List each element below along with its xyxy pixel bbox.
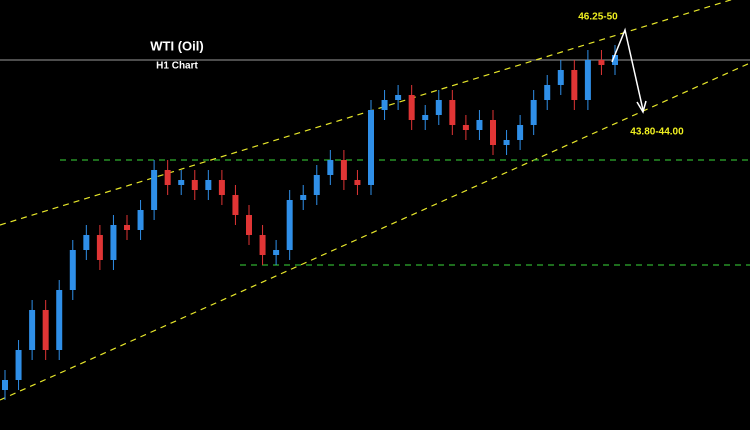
candle-body	[137, 210, 144, 230]
candle-body	[598, 60, 605, 65]
candle-body	[110, 225, 117, 260]
candle-body	[571, 70, 578, 100]
candle-body	[232, 195, 239, 215]
candle-body	[313, 175, 320, 195]
candle-body	[368, 110, 374, 185]
channel-bottom	[0, 62, 750, 401]
candle-body	[408, 95, 415, 120]
chart-subtitle: H1 Chart	[156, 61, 198, 72]
annotation: 43.80-44.00	[630, 127, 684, 138]
candle-body	[29, 310, 36, 350]
candle-body	[83, 235, 90, 250]
candle-body	[449, 100, 456, 125]
candle-body	[422, 115, 429, 120]
candle-body	[218, 180, 225, 195]
candle-body	[96, 235, 103, 260]
candle-body	[530, 100, 537, 125]
candle-body	[490, 120, 496, 145]
candle-body	[544, 85, 551, 100]
candle-body	[340, 160, 347, 180]
candle-body	[557, 70, 564, 85]
candle-body	[56, 290, 63, 350]
candles	[2, 45, 618, 400]
candle-body	[286, 200, 293, 250]
candle-body	[246, 215, 252, 235]
candle-body	[354, 180, 361, 185]
candle-body	[381, 100, 388, 110]
candle-body	[300, 195, 307, 200]
candle-body	[15, 350, 22, 380]
candle-body	[178, 180, 185, 185]
arrow-head	[636, 100, 647, 114]
candle-body	[42, 310, 49, 350]
chart-title: WTI (Oil)	[150, 38, 203, 53]
candle-body	[435, 100, 442, 115]
candle-body	[69, 250, 76, 290]
candle-body	[191, 180, 198, 190]
candle-body	[395, 95, 402, 100]
candle-body	[327, 160, 334, 175]
candle-body	[503, 140, 510, 145]
candle-body	[151, 170, 158, 210]
candle-body	[476, 120, 483, 130]
candle-body	[259, 235, 266, 255]
projection-arrow	[611, 27, 644, 111]
candle-body	[205, 180, 212, 190]
candle-body	[2, 380, 8, 390]
candle-body	[164, 170, 171, 185]
candle-body	[517, 125, 524, 140]
candle-body	[584, 60, 591, 100]
candle-body	[124, 225, 130, 230]
candle-body	[462, 125, 469, 130]
annotation: 46.25-50	[578, 12, 618, 23]
candle-body	[273, 250, 280, 255]
candle-body	[612, 55, 618, 65]
